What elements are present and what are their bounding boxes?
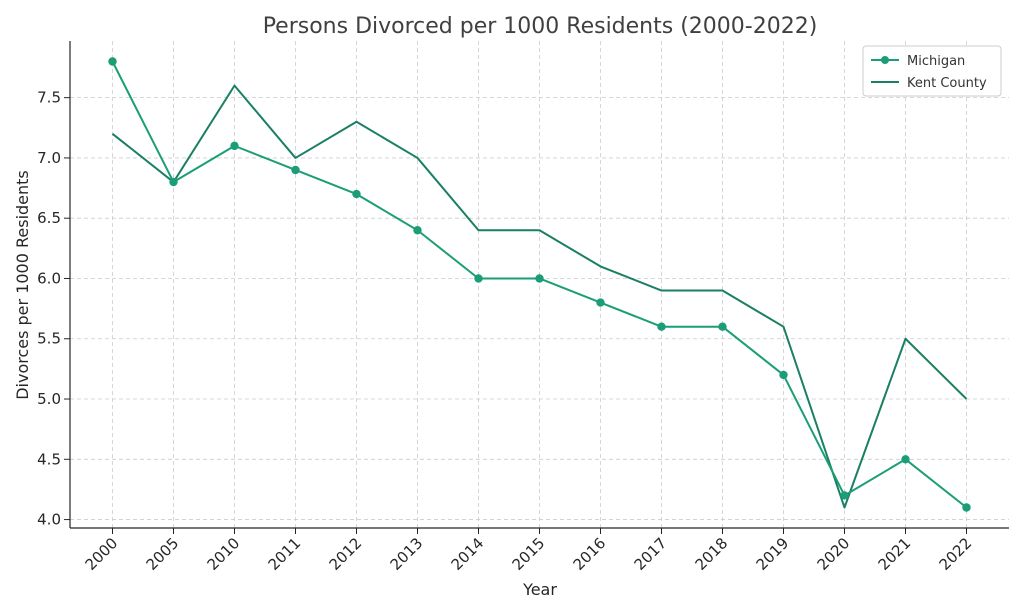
x-tick-label: 2010: [204, 534, 244, 574]
x-tick-label: 2021: [875, 534, 915, 574]
data-point-michigan: [169, 177, 178, 187]
series-group: [108, 57, 971, 512]
data-point-michigan: [596, 298, 605, 307]
y-axis-label: Divorces per 1000 Residents: [13, 170, 32, 400]
x-ticks: 2000 2005 2010 2011 2012 2013 2014 2015 2016 2017…: [82, 528, 976, 574]
data-point-michigan: [108, 57, 117, 66]
y-tick-label: 7.5: [37, 89, 61, 107]
legend: Michigan Kent County: [862, 45, 1002, 97]
y-tick-label: 7.0: [37, 149, 61, 167]
x-tick-label: 2017: [631, 534, 671, 574]
series-line-kent-county: [111, 84, 968, 509]
data-point-michigan: [535, 274, 544, 283]
chart-title: Persons Divorced per 1000 Residents (200…: [263, 14, 818, 39]
x-tick-label: 2018: [692, 534, 732, 574]
y-tick-label: 6.5: [37, 209, 61, 227]
data-point-michigan: [657, 322, 666, 331]
x-axis-label: Year: [522, 580, 557, 599]
y-tick-label: 5.0: [37, 390, 61, 408]
x-tick-label: 2015: [509, 534, 549, 574]
y-tick-label: 6.0: [37, 269, 61, 287]
x-tick-label: 2022: [936, 534, 976, 574]
y-ticks: 4.0 4.5 5.0 5.5 6.0 6.5 7.0 7.5: [37, 89, 70, 529]
x-tick-label: 2020: [814, 534, 854, 574]
x-tick-label: 2000: [82, 534, 122, 574]
x-tick-label: 2013: [387, 534, 427, 574]
x-tick-label: 2016: [570, 534, 610, 574]
y-tick-label: 5.5: [37, 330, 61, 348]
data-point-michigan: [474, 274, 483, 283]
x-tick-label: 2011: [265, 534, 305, 574]
x-tick-label: 2014: [448, 534, 488, 574]
legend-label-kent-county: Kent County: [907, 76, 987, 91]
data-point-michigan: [352, 189, 361, 199]
grid: [70, 41, 1009, 528]
legend-label-michigan: Michigan: [907, 54, 965, 69]
data-point-michigan: [962, 503, 971, 512]
x-tick-label: 2005: [143, 534, 183, 574]
data-point-michigan: [718, 322, 727, 331]
data-point-michigan: [413, 226, 422, 235]
data-point-michigan: [779, 370, 788, 380]
legend-marker-michigan: [881, 56, 889, 64]
x-tick-label: 2019: [753, 534, 793, 574]
data-point-michigan: [901, 455, 910, 464]
legend-box: [862, 45, 1002, 97]
y-tick-label: 4.0: [37, 511, 61, 529]
data-point-michigan: [840, 491, 849, 500]
y-tick-label: 4.5: [37, 450, 61, 468]
x-tick-label: 2012: [326, 534, 366, 574]
data-point-michigan: [291, 165, 300, 175]
data-point-michigan: [230, 141, 239, 151]
